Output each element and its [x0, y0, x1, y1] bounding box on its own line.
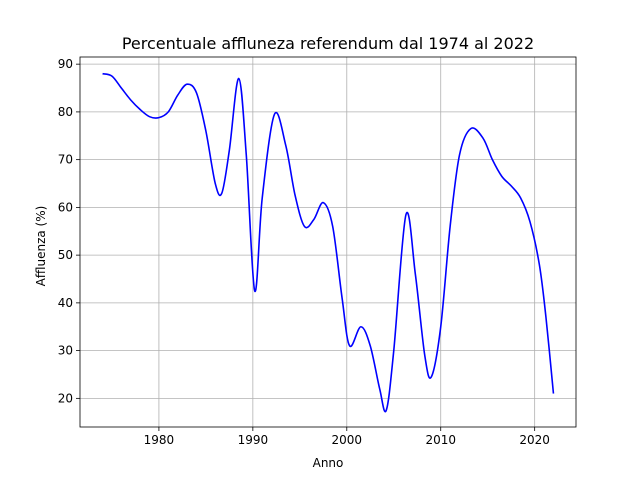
series-layer: [102, 72, 555, 413]
y-tick-label: 40: [58, 296, 73, 310]
series-line: [102, 72, 555, 413]
y-axis-label: Affluenza (%): [34, 206, 48, 287]
y-tick-label: 80: [58, 105, 73, 119]
y-tick-label: 60: [58, 200, 73, 214]
x-axis-label: Anno: [313, 456, 344, 470]
y-tick-label: 90: [58, 57, 73, 71]
plot-frame: [79, 56, 577, 428]
x-tick-label: 2000: [332, 433, 363, 447]
y-tick-label: 50: [58, 248, 73, 262]
x-tick-label: 1990: [238, 433, 269, 447]
y-tick-label: 70: [58, 153, 73, 167]
y-tick-label: 30: [58, 344, 73, 358]
x-tick-label: 2020: [519, 433, 550, 447]
chart-title: Percentuale affluneza referendum dal 197…: [122, 34, 534, 53]
y-tick-label: 20: [58, 391, 73, 405]
x-tick-label: 2010: [425, 433, 456, 447]
x-tick-label: 1980: [144, 433, 175, 447]
axes-frame: [79, 56, 577, 428]
